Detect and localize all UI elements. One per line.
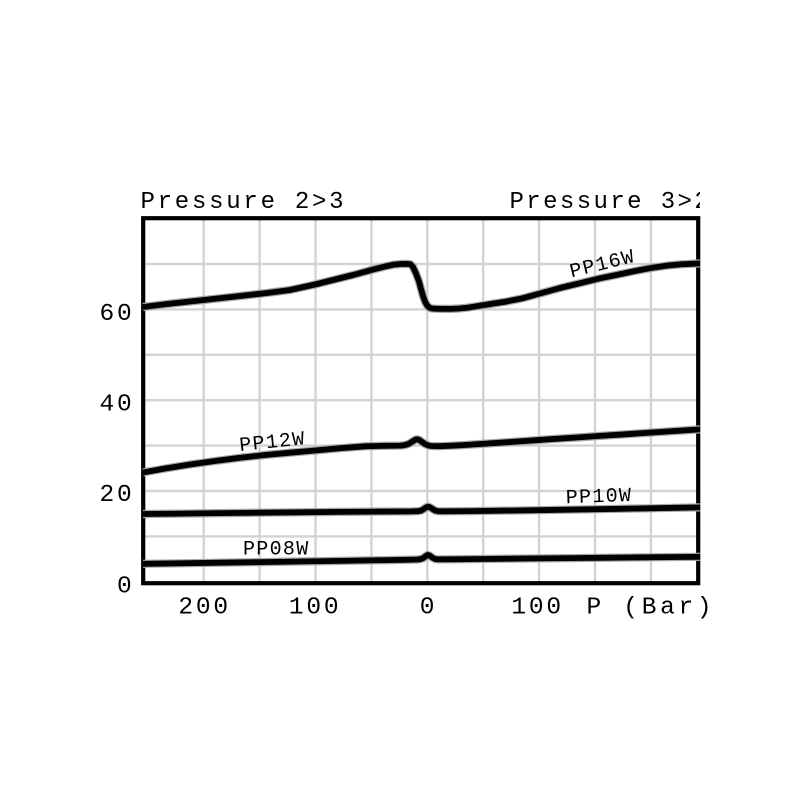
svg-text:P (Bar): P (Bar) <box>587 594 716 621</box>
svg-text:PP08W: PP08W <box>243 539 310 562</box>
svg-text:Pressure 2>3: Pressure 2>3 <box>141 189 347 216</box>
svg-text:20: 20 <box>99 482 134 509</box>
svg-text:0: 0 <box>117 573 135 600</box>
svg-text:40: 40 <box>99 391 134 418</box>
svg-text:0: 0 <box>420 594 438 621</box>
svg-text:60: 60 <box>99 301 134 328</box>
svg-text:200: 200 <box>178 594 231 621</box>
svg-text:PP10W: PP10W <box>565 485 632 510</box>
svg-text:100: 100 <box>289 594 342 621</box>
svg-text:100: 100 <box>511 594 564 621</box>
svg-text:Pressure 3>2: Pressure 3>2 <box>510 189 712 216</box>
